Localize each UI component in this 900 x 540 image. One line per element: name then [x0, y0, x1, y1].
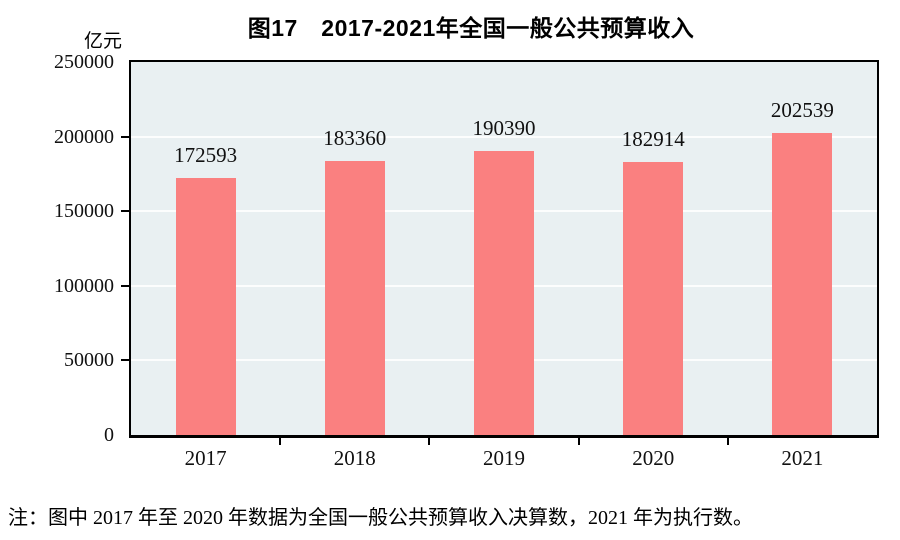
y-axis-tick-label: 250000 [54, 51, 114, 73]
chart-footnote: 注：图中 2017 年至 2020 年数据为全国一般公共预算收入决算数，2021… [8, 507, 753, 529]
bar-value-label: 172593 [174, 142, 238, 167]
chart-title: 图17 2017-2021年全国一般公共预算收入 [247, 15, 695, 41]
y-axis-tick-label: 100000 [54, 274, 114, 297]
bar-2018 [324, 161, 385, 435]
y-axis-tick-label: 150000 [54, 200, 114, 223]
x-axis-tickmarks [0, 438, 900, 446]
x-axis-label: 2019 [483, 446, 525, 470]
bar-value-label: 190390 [472, 115, 536, 140]
bar-value-label: 183360 [323, 126, 387, 151]
y-axis-tick [121, 210, 129, 213]
y-axis-tick-label: 200000 [54, 125, 114, 148]
x-axis-tick [726, 438, 729, 445]
y-axis-tick-label: 50000 [64, 349, 114, 372]
x-axis-label: 2021 [781, 446, 824, 470]
x-axis-label: 2020 [632, 446, 675, 470]
bar-2019 [474, 150, 534, 435]
y-axis-tick [121, 135, 129, 138]
plot-area: 172593 183360 190390 182914 202539 [129, 60, 879, 438]
x-axis: 2017 2018 2019 2020 2021 [0, 446, 900, 472]
bar-2021 [772, 132, 833, 435]
y-axis-tick-label: 0 [104, 424, 114, 446]
bar-value-label: 182914 [621, 127, 685, 152]
gridline [131, 135, 877, 138]
bar-2017 [175, 177, 236, 435]
bar-value-label: 202539 [770, 97, 834, 122]
x-axis-label: 2017 [184, 446, 227, 470]
bar-2020 [623, 162, 684, 435]
x-axis-tick [577, 438, 580, 445]
x-axis-tick [428, 438, 431, 445]
y-axis-tick [121, 359, 129, 362]
y-axis-tick [121, 284, 129, 287]
y-axis: 0 50000 100000 150000 200000 250000 [0, 51, 114, 446]
x-axis-tick [279, 438, 282, 445]
y-axis-unit-label: 亿元 [83, 31, 122, 52]
x-axis-label: 2018 [333, 446, 376, 470]
y-axis-tickmarks [121, 62, 129, 435]
